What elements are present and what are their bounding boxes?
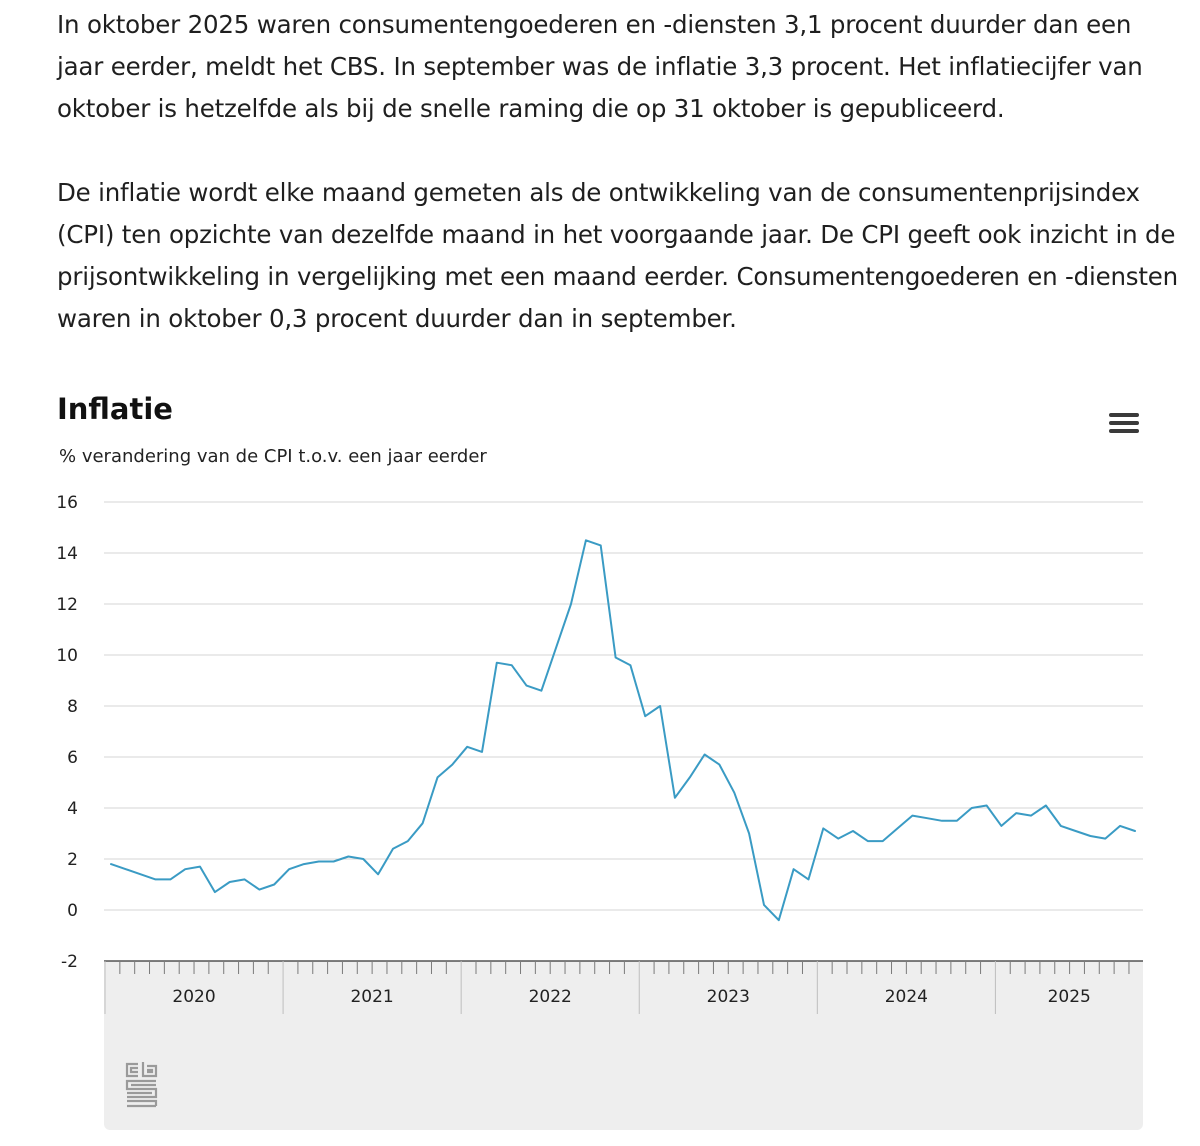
y-tick-label: 6 bbox=[67, 748, 78, 768]
y-tick-label: 16 bbox=[56, 493, 78, 513]
chart-title: Inflatie bbox=[57, 392, 173, 426]
year-label: 2025 bbox=[1048, 987, 1091, 1007]
y-tick-label: 2 bbox=[67, 850, 78, 870]
intro-paragraph-1: In oktober 2025 waren consumentengoedere… bbox=[57, 10, 1143, 123]
chart-menu-button[interactable] bbox=[1106, 408, 1142, 440]
navigator-panel bbox=[104, 961, 1143, 1130]
navigator-panel-top bbox=[104, 961, 1143, 973]
hamburger-icon-bar bbox=[1109, 413, 1139, 417]
inflation-series-line bbox=[110, 539, 1136, 922]
year-label: 2023 bbox=[707, 987, 750, 1007]
year-label: 2024 bbox=[885, 987, 928, 1007]
inflation-line-chart: -2 0 2 4 6 8 10 12 14 16 2020 2021 2022 2023 2024 2025 bbox=[56, 493, 1143, 1130]
y-tick-label: 0 bbox=[67, 901, 78, 921]
year-label: 2021 bbox=[350, 987, 393, 1007]
y-tick-label: -2 bbox=[61, 952, 78, 972]
hamburger-icon-bar bbox=[1109, 421, 1139, 425]
intro-text: In oktober 2025 waren consumentengoedere… bbox=[57, 4, 1182, 382]
y-tick-label: 4 bbox=[67, 799, 78, 819]
y-tick-label: 10 bbox=[56, 646, 78, 666]
intro-paragraph-2: De inflatie wordt elke maand gemeten als… bbox=[57, 178, 1178, 333]
y-tick-label: 14 bbox=[56, 544, 78, 564]
chart-subtitle: % verandering van de CPI t.o.v. een jaar… bbox=[59, 446, 487, 467]
y-tick-label: 12 bbox=[56, 595, 78, 615]
cbs-logo-icon bbox=[125, 1062, 158, 1108]
year-label: 2020 bbox=[172, 987, 215, 1007]
hamburger-icon-bar bbox=[1109, 429, 1139, 433]
y-tick-label: 8 bbox=[67, 697, 78, 717]
year-label: 2022 bbox=[529, 987, 572, 1007]
